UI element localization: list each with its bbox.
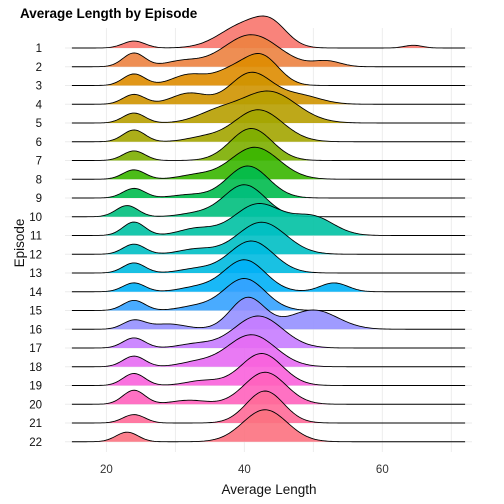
ridge-episode-4 (71, 71, 466, 105)
y-tick-label: 1 (36, 43, 42, 55)
ridge-outline (71, 53, 466, 86)
ridge-area (71, 353, 466, 386)
y-tick-label: 3 (36, 81, 42, 93)
ridge-area (71, 34, 466, 67)
ridge-outline (71, 165, 466, 199)
ridge-episode-16 (71, 296, 466, 330)
y-tick-label: 21 (29, 418, 42, 430)
x-axis-label: Average Length (221, 482, 316, 497)
ridge-area (71, 109, 466, 142)
x-tick-label: 20 (100, 464, 113, 476)
ridge-outline (71, 34, 466, 68)
ridge-outline (71, 390, 466, 424)
y-tick-label: 10 (29, 212, 42, 224)
y-tick-label: 18 (29, 362, 42, 374)
chart-title: Average Length by Episode (20, 6, 198, 21)
y-tick-label: 2 (36, 62, 42, 74)
ridge-area (71, 53, 466, 86)
ridge-outline (71, 71, 466, 105)
ridge-outline (71, 203, 466, 236)
ridge-outline (71, 109, 466, 143)
ridge-area (71, 297, 466, 330)
y-tick-label: 12 (29, 249, 42, 261)
ridge-episode-20 (71, 371, 466, 405)
ridge-outline (71, 409, 466, 443)
x-tick-labels: 20 40 60 (100, 464, 389, 476)
ridge-area (71, 241, 466, 273)
ridge-outline (71, 128, 466, 161)
ridge-area (71, 72, 466, 105)
ridge-outline (71, 278, 466, 311)
ridge-episode-15 (71, 278, 466, 311)
ridge-area (71, 222, 466, 255)
y-tick-label: 9 (36, 193, 42, 205)
ridge-outline (71, 221, 466, 255)
ridge-area (71, 409, 466, 442)
y-tick-label: 13 (29, 268, 42, 280)
ridge-outline (71, 371, 466, 405)
ridge-episode-12 (71, 221, 466, 255)
ridge-episode-6 (71, 109, 466, 143)
y-axis-label: Episode (12, 219, 27, 268)
ridge-episode-1 (71, 15, 466, 49)
ridge-outline (71, 146, 466, 180)
ridge-outline (71, 240, 466, 274)
ridge-outline (71, 15, 466, 49)
ridge-outline (71, 259, 466, 293)
ridge-area (71, 166, 466, 198)
ridge-episode-17 (71, 315, 466, 349)
y-tick-label: 4 (36, 99, 43, 111)
y-tick-label: 7 (36, 156, 42, 168)
y-tick-label: 14 (29, 287, 42, 299)
ridge-area (71, 334, 466, 367)
ridge-outline (71, 90, 466, 124)
y-tick-label: 6 (36, 137, 42, 149)
y-tick-label: 22 (29, 437, 42, 449)
ridge-episode-10 (71, 184, 466, 218)
y-tick-label: 8 (36, 174, 42, 186)
ridge-area (71, 147, 466, 180)
ridge-area (71, 91, 466, 123)
y-tick-label: 15 (29, 306, 42, 318)
y-tick-label: 20 (29, 399, 42, 411)
ridge-outline (71, 184, 466, 218)
ridge-episode-9 (71, 165, 466, 199)
ridge-episode-7 (71, 128, 466, 161)
ridge-episode-3 (71, 53, 466, 86)
ridge-episode-13 (71, 240, 466, 274)
x-tick-label: 40 (238, 464, 251, 476)
ridge-episode-14 (71, 259, 466, 293)
ridge-area (71, 128, 466, 161)
ridge-outline (71, 315, 466, 349)
ridge-episode-5 (71, 90, 466, 124)
ridge-area (71, 16, 466, 48)
ridge-episode-19 (71, 353, 466, 386)
ridge-episode-8 (71, 146, 466, 180)
ridge-area (71, 316, 466, 348)
ridge-area (71, 203, 466, 236)
ridges-layer (71, 15, 466, 443)
ridge-area (71, 372, 466, 405)
ridge-episode-2 (71, 34, 466, 68)
ridge-outline (71, 296, 466, 330)
ridge-outline (71, 353, 466, 386)
x-tick-label: 60 (376, 464, 389, 476)
ridge-episode-22 (71, 409, 466, 443)
y-tick-label: 16 (29, 324, 42, 336)
ridge-area (71, 391, 466, 423)
ridge-episode-21 (71, 390, 466, 424)
ridge-episode-11 (71, 203, 466, 236)
ridge-outline (71, 334, 466, 368)
y-tick-label: 19 (29, 381, 42, 393)
y-tick-label: 11 (30, 231, 42, 243)
y-tick-label: 17 (29, 343, 42, 355)
y-tick-label: 5 (36, 118, 42, 130)
ridge-episode-18 (71, 334, 466, 368)
